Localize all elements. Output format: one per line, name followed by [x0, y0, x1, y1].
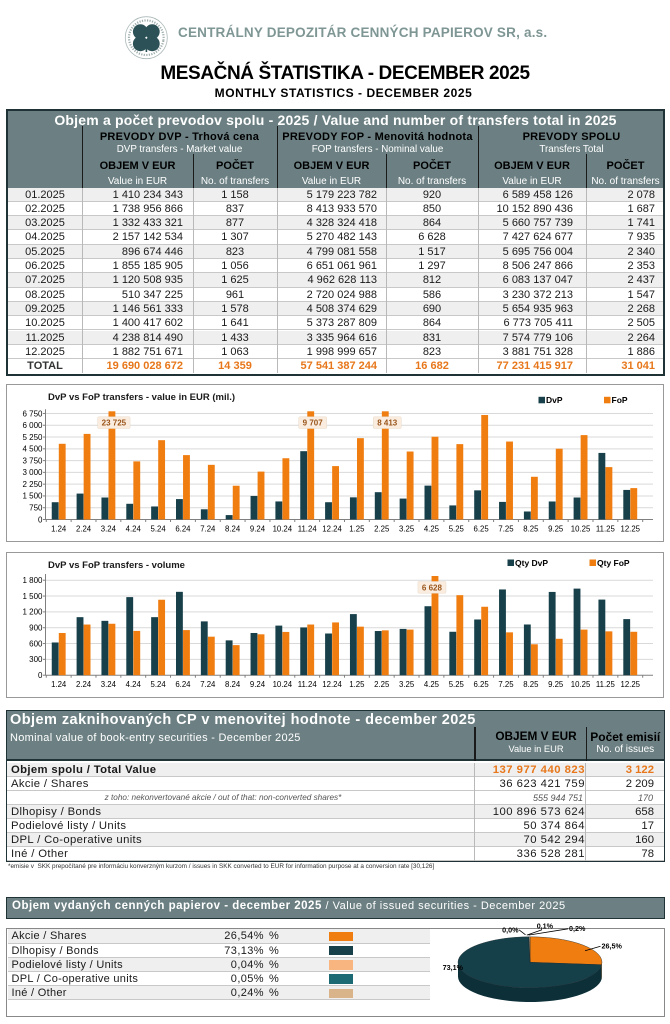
svg-text:8.25: 8.25 [523, 525, 539, 534]
svg-text:12.25: 12.25 [620, 680, 640, 689]
svg-text:7.25: 7.25 [498, 525, 514, 534]
svg-text:1.24: 1.24 [51, 525, 67, 534]
svg-text:1.24: 1.24 [51, 680, 67, 689]
svg-text:6.24: 6.24 [175, 525, 191, 534]
svg-text:900: 900 [29, 624, 43, 633]
svg-text:0,2%: 0,2% [569, 923, 586, 932]
svg-text:3.25: 3.25 [399, 525, 415, 534]
svg-text:11.24: 11.24 [298, 525, 318, 534]
svg-text:9.24: 9.24 [250, 525, 266, 534]
svg-text:1 200: 1 200 [22, 608, 43, 617]
svg-text:5.24: 5.24 [151, 680, 167, 689]
svg-text:FoP: FoP [612, 395, 628, 405]
svg-text:2 250: 2 250 [22, 480, 43, 489]
svg-text:11.25: 11.25 [596, 525, 616, 534]
svg-text:8.24: 8.24 [225, 525, 241, 534]
svg-text:3.24: 3.24 [101, 525, 117, 534]
svg-text:6.25: 6.25 [474, 680, 490, 689]
svg-text:1 800: 1 800 [22, 576, 43, 585]
svg-text:10.25: 10.25 [571, 525, 591, 534]
svg-text:3.25: 3.25 [399, 680, 415, 689]
svg-text:DvP vs FoP transfers - volume: DvP vs FoP transfers - volume [48, 560, 185, 571]
svg-text:3 750: 3 750 [22, 456, 43, 465]
svg-text:11.24: 11.24 [298, 680, 318, 689]
svg-text:DvP: DvP [546, 395, 563, 405]
svg-text:9.24: 9.24 [250, 680, 266, 689]
svg-text:0,1%: 0,1% [537, 921, 554, 930]
svg-text:10.25: 10.25 [571, 680, 591, 689]
svg-text:3 000: 3 000 [22, 468, 43, 477]
svg-text:5.25: 5.25 [449, 680, 465, 689]
svg-text:10.24: 10.24 [273, 525, 293, 534]
svg-text:4.24: 4.24 [126, 525, 142, 534]
svg-text:10.24: 10.24 [273, 680, 293, 689]
svg-text:11.25: 11.25 [596, 680, 616, 689]
svg-text:1.25: 1.25 [349, 680, 365, 689]
svg-text:6 000: 6 000 [22, 421, 43, 430]
svg-text:7.24: 7.24 [200, 525, 216, 534]
svg-text:26,5%: 26,5% [602, 941, 623, 950]
svg-text:0,0%: 0,0% [502, 925, 519, 934]
svg-text:2.24: 2.24 [76, 525, 92, 534]
svg-text:Qty DvP: Qty DvP [515, 558, 548, 568]
svg-text:12.24: 12.24 [322, 680, 342, 689]
svg-text:7.25: 7.25 [498, 680, 514, 689]
svg-text:8.24: 8.24 [225, 680, 241, 689]
svg-text:300: 300 [29, 655, 43, 664]
svg-text:9.25: 9.25 [548, 525, 564, 534]
svg-text:12.24: 12.24 [322, 525, 342, 534]
svg-text:9 707: 9 707 [303, 419, 324, 428]
svg-text:0: 0 [38, 671, 43, 680]
svg-text:7.24: 7.24 [200, 680, 216, 689]
svg-text:2.24: 2.24 [76, 680, 92, 689]
svg-text:6.25: 6.25 [474, 525, 490, 534]
svg-text:3.24: 3.24 [101, 680, 117, 689]
svg-text:9.25: 9.25 [548, 680, 564, 689]
svg-text:73,1%: 73,1% [443, 962, 464, 971]
svg-text:6 750: 6 750 [22, 409, 43, 418]
svg-text:2.25: 2.25 [374, 680, 390, 689]
svg-text:1 500: 1 500 [22, 492, 43, 501]
svg-text:12.25: 12.25 [620, 525, 640, 534]
svg-text:1.25: 1.25 [349, 525, 365, 534]
svg-text:8 413: 8 413 [377, 419, 398, 428]
svg-text:5 250: 5 250 [22, 433, 43, 442]
svg-text:6 628: 6 628 [422, 583, 443, 592]
svg-text:DvP vs FoP transfers - value i: DvP vs FoP transfers - value in EUR (mil… [48, 392, 235, 403]
svg-text:4.25: 4.25 [424, 680, 440, 689]
svg-text:23 725: 23 725 [102, 419, 127, 428]
svg-text:1 500: 1 500 [22, 592, 43, 601]
svg-text:4.24: 4.24 [126, 680, 142, 689]
svg-text:6.24: 6.24 [175, 680, 191, 689]
svg-text:600: 600 [29, 639, 43, 648]
svg-text:4.25: 4.25 [424, 525, 440, 534]
svg-text:5.24: 5.24 [151, 525, 167, 534]
svg-text:5.25: 5.25 [449, 525, 465, 534]
svg-text:4 500: 4 500 [22, 445, 43, 454]
svg-text:Qty FoP: Qty FoP [597, 558, 630, 568]
svg-text:8.25: 8.25 [523, 680, 539, 689]
svg-text:2.25: 2.25 [374, 525, 390, 534]
svg-text:750: 750 [29, 504, 43, 513]
svg-text:0: 0 [38, 515, 43, 524]
